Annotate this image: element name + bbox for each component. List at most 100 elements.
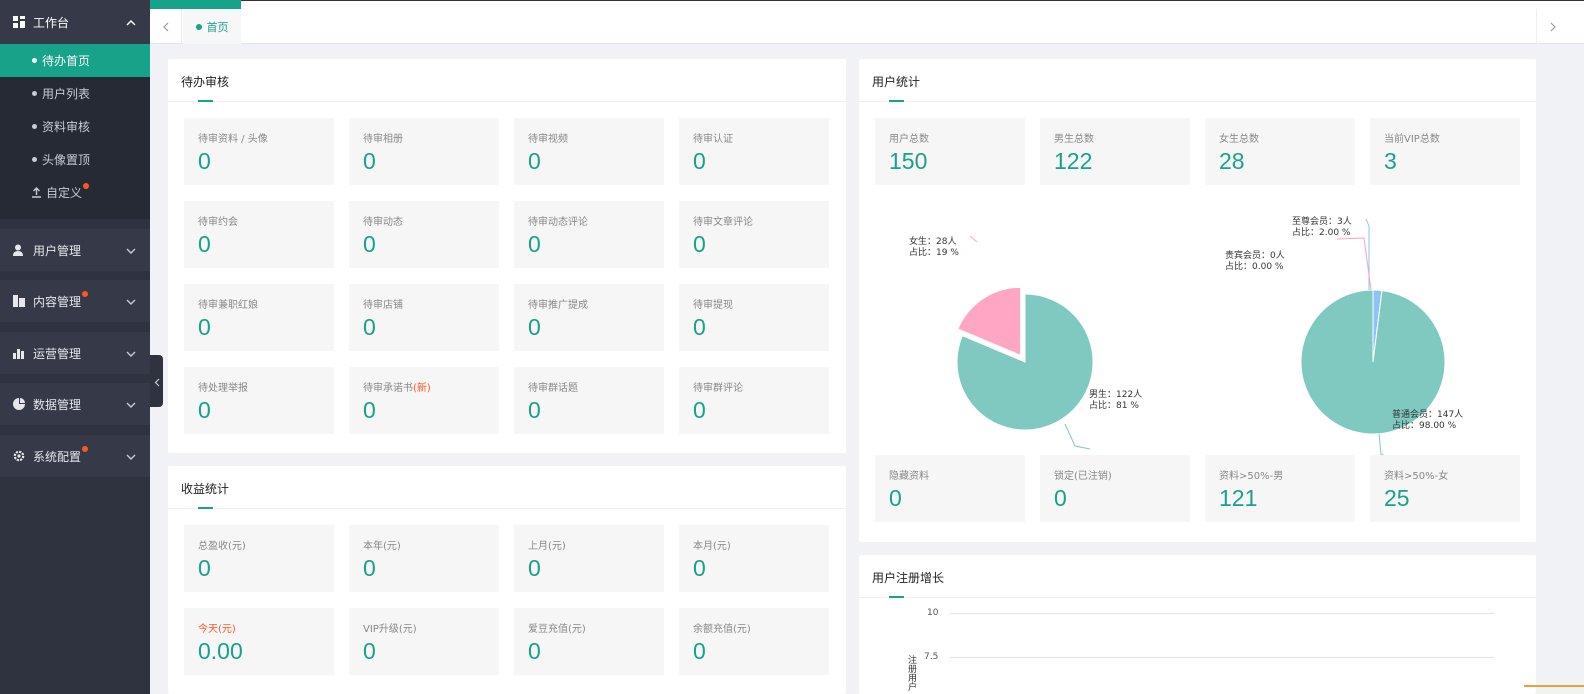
stat-card[interactable]: 本月(元) 0	[679, 525, 829, 592]
stat-card[interactable]: 待审文章评论 0	[679, 201, 829, 268]
pie-label-supreme: 至尊会员：3人 占比：2.00 %	[1292, 217, 1352, 238]
chevron-left-icon	[162, 17, 169, 36]
tab-scroll-right-button[interactable]	[1536, 9, 1568, 44]
stat-card[interactable]: 用户总数 150	[875, 118, 1025, 185]
stat-card[interactable]: 爱豆充值(元) 0	[514, 608, 664, 675]
stat-card[interactable]: VIP升级(元) 0	[349, 608, 499, 675]
y-axis-label: 注册用户	[906, 655, 916, 691]
stat-label: 本年(元)	[363, 537, 401, 552]
gridline	[950, 657, 1494, 658]
stat-value: 0	[528, 555, 541, 581]
menu-system-config[interactable]: 系统配置	[0, 435, 150, 477]
stat-label-text: 女生总数	[1219, 134, 1259, 145]
tab-bar: 首页	[150, 0, 1584, 44]
stat-card[interactable]: 资料>50%-男 121	[1205, 455, 1355, 522]
active-dot-icon	[195, 23, 202, 30]
stat-card[interactable]: 待审群话题 0	[514, 367, 664, 434]
stat-card[interactable]: 当前VIP总数 3	[1370, 118, 1520, 185]
title-underline	[889, 596, 904, 598]
stat-value: 0	[363, 638, 376, 664]
stat-card[interactable]: 今天(元) 0.00	[184, 608, 334, 675]
stat-card[interactable]: 待审提现 0	[679, 284, 829, 351]
stat-card[interactable]: 隐藏资料 0	[875, 455, 1025, 522]
pie-slice[interactable]	[956, 293, 1094, 431]
stat-card[interactable]: 待审店铺 0	[349, 284, 499, 351]
stat-label: 待审视频	[528, 130, 568, 145]
tab-home[interactable]: 首页	[183, 9, 241, 44]
member-pie-chart	[1300, 218, 1446, 460]
stat-label: 待审认证	[693, 130, 733, 145]
title-underline	[198, 100, 213, 102]
stat-label-text: 上月(元)	[528, 541, 566, 552]
stat-card[interactable]: 锁定(已注销) 0	[1040, 455, 1190, 522]
stat-card[interactable]: 资料>50%-女 25	[1370, 455, 1520, 522]
menu-workbench[interactable]: 工作台	[0, 0, 150, 44]
stat-label-text: VIP升级(元)	[363, 624, 417, 635]
stat-card[interactable]: 待审资料 / 头像 0	[184, 118, 334, 185]
content-icon	[12, 294, 26, 308]
stat-value: 0	[528, 148, 541, 174]
stat-card[interactable]: 男生总数 122	[1040, 118, 1190, 185]
stat-value: 0	[363, 148, 376, 174]
menu-data-management[interactable]: 数据管理	[0, 383, 150, 425]
stat-card[interactable]: 总盈收(元) 0	[184, 525, 334, 592]
stat-label: 男生总数	[1054, 130, 1094, 145]
sidebar-collapse-button[interactable]	[150, 355, 163, 407]
stat-label-text: 待审约会	[198, 217, 238, 228]
stat-card[interactable]: 待审动态评论 0	[514, 201, 664, 268]
stat-value: 0	[693, 148, 706, 174]
sidebar-item-user-list[interactable]: 用户列表	[0, 77, 150, 110]
stat-label: 待审群话题	[528, 379, 578, 394]
stat-card[interactable]: 待审群评论 0	[679, 367, 829, 434]
stat-card[interactable]: 待审动态 0	[349, 201, 499, 268]
tab-scroll-left-button[interactable]	[150, 9, 182, 44]
pie-label-female: 女生：28人 占比：19 %	[909, 237, 959, 258]
stat-card[interactable]: 待审兼职红娘 0	[184, 284, 334, 351]
stat-label-text: 余额充值(元)	[693, 624, 751, 635]
divider	[859, 597, 1536, 598]
y-tick-label: 10	[927, 608, 939, 618]
stat-label: 本月(元)	[693, 537, 731, 552]
stat-card[interactable]: 待审约会 0	[184, 201, 334, 268]
stat-card[interactable]: 待审认证 0	[679, 118, 829, 185]
stat-label-text: 用户总数	[889, 134, 929, 145]
bullet-icon	[32, 124, 37, 129]
stat-card[interactable]: 待处理举报 0	[184, 367, 334, 434]
stat-label-text: 待审相册	[363, 134, 403, 145]
stat-card[interactable]: 待审推广提成 0	[514, 284, 664, 351]
stat-label-text: 资料>50%-男	[1219, 471, 1284, 482]
pie-slice[interactable]	[1300, 289, 1446, 435]
stat-card[interactable]: 余额充值(元) 0	[679, 608, 829, 675]
stat-card[interactable]: 本年(元) 0	[349, 525, 499, 592]
bar-chart-icon	[12, 346, 26, 360]
pie-slice[interactable]	[957, 286, 1022, 357]
stat-card[interactable]: 待审承诺书(新) 0	[349, 367, 499, 434]
divider	[168, 101, 846, 102]
notification-dot	[83, 182, 90, 189]
pie-leader-line	[1064, 423, 1091, 450]
stat-card[interactable]: 女生总数 28	[1205, 118, 1355, 185]
menu-content-management[interactable]: 内容管理	[0, 280, 150, 322]
sidebar-item-custom[interactable]: 自定义	[0, 176, 150, 209]
menu-user-management[interactable]: 用户管理	[0, 229, 150, 271]
stat-label-text: 锁定(已注销)	[1054, 471, 1112, 482]
stat-card[interactable]: 上月(元) 0	[514, 525, 664, 592]
stat-label: 待审店铺	[363, 296, 403, 311]
chevron-down-icon	[126, 244, 136, 258]
stat-card[interactable]: 待审相册 0	[349, 118, 499, 185]
stat-label-text: 待审兼职红娘	[198, 300, 258, 311]
stat-value: 0	[528, 397, 541, 423]
stat-label: 余额充值(元)	[693, 620, 751, 635]
stat-value: 0	[198, 148, 211, 174]
stat-label: 待审动态	[363, 213, 403, 228]
sidebar-item-todo-home[interactable]: 待办首页	[0, 44, 150, 77]
sidebar-item-profile-review[interactable]: 资料审核	[0, 110, 150, 143]
sidebar-item-avatar-pin[interactable]: 头像置顶	[0, 143, 150, 176]
pie-label-normal: 普通会员：147人 占比：98.00 %	[1392, 410, 1464, 431]
stat-value: 0	[528, 231, 541, 257]
stat-card[interactable]: 待审视频 0	[514, 118, 664, 185]
menu-operations-management[interactable]: 运营管理	[0, 332, 150, 374]
stat-label: 锁定(已注销)	[1054, 467, 1112, 482]
stat-label: 总盈收(元)	[198, 537, 246, 552]
stat-label: 待处理举报	[198, 379, 248, 394]
